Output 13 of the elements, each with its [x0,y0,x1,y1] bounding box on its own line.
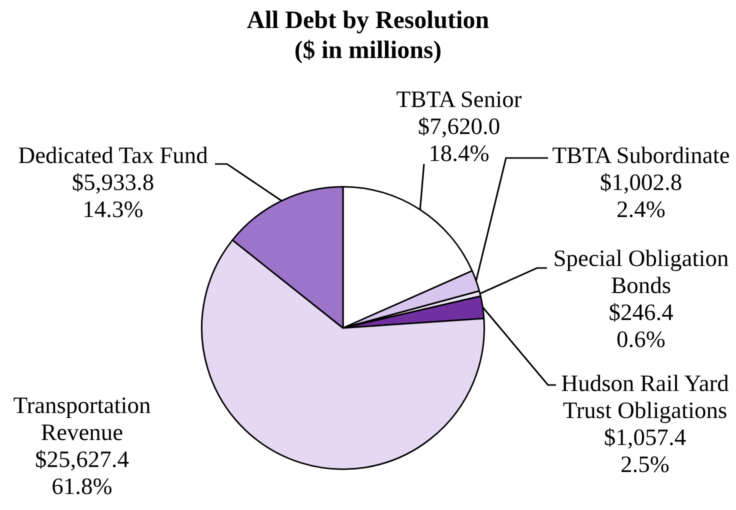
data-label: $1,002.8 2.4% [600,170,682,223]
data-label: $246.4 0.6% [608,300,674,353]
data-label: $7,620.0 18.4% [418,114,500,167]
data-label: $25,627.4 61.8% [35,447,129,500]
slice-label: Dedicated Tax Fund [18,143,208,169]
slice-label: TBTA Subordinate [552,143,730,169]
chart-title: All Debt by Resolution ($ in millions) [246,6,490,66]
slice-label: TBTA Senior [396,87,522,113]
slice-label: Special Obligation Bonds [553,246,729,299]
slice-label: Hudson Rail Yard Trust Obligations [561,371,729,424]
data-label: $1,057.4 2.5% [604,425,686,478]
data-label: $5,933.8 14.3% [72,170,154,223]
slice-label: Transportation Revenue [13,393,151,446]
